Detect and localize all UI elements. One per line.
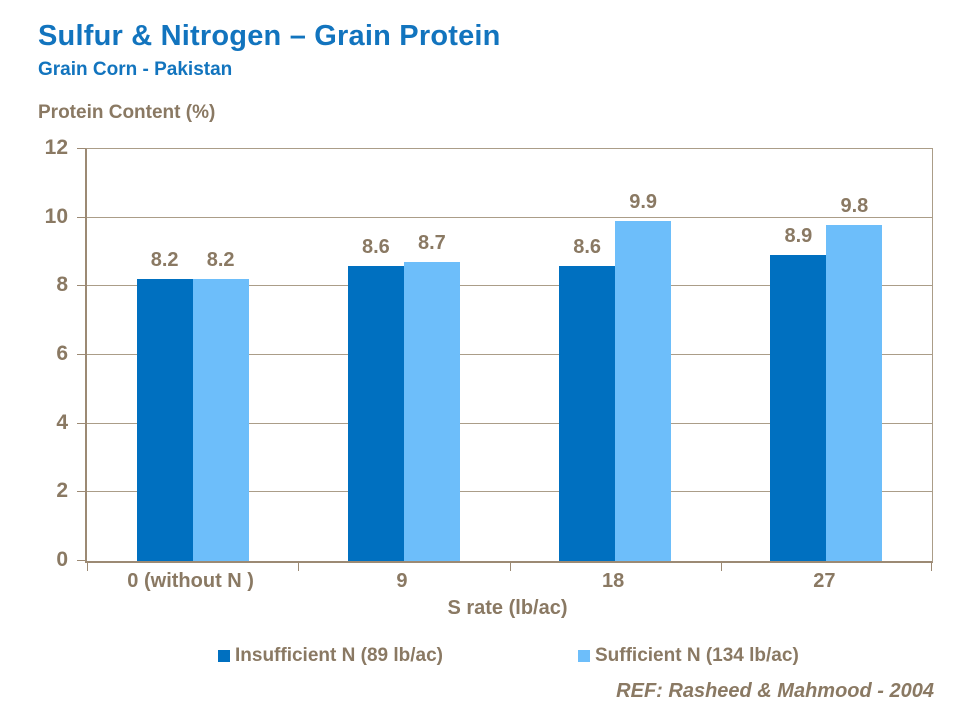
page-subtitle: Grain Corn - Pakistan (38, 59, 233, 80)
x-axis-tick (931, 563, 932, 571)
x-axis-tick (720, 563, 722, 571)
y-axis-tick-label: 2 (56, 479, 68, 503)
x-category-label: 0 (without N ) (127, 570, 254, 592)
x-category-label: 27 (813, 570, 836, 592)
y-axis-tick-label: 6 (56, 342, 68, 365)
legend-item-insufficient-n: Insufficient N (89 lb/ac) (218, 645, 443, 667)
bar-sufficient-n (403, 262, 460, 561)
legend-color-swatch-insufficient-n (218, 650, 230, 662)
bar-insufficient-n (347, 265, 404, 561)
legend-color-swatch-sufficient-n (578, 650, 590, 662)
y-axis-title: Protein Content (%) (38, 102, 216, 123)
x-axis-tick (87, 563, 88, 571)
bar-value-label: 8.2 (150, 249, 179, 272)
x-category-label: 9 (396, 570, 408, 592)
bar-sufficient-n (826, 224, 883, 561)
bar-value-label: 8.6 (361, 235, 390, 258)
y-axis-tick-label: 8 (56, 273, 68, 297)
bar-value-label: 8.9 (784, 225, 813, 248)
x-axis-tick (298, 563, 300, 571)
x-axis-title: S rate (lb/ac) (447, 597, 568, 619)
bar-insufficient-n (559, 265, 616, 561)
x-category-label: 18 (602, 570, 625, 592)
x-axis-labels: 0 (without N ) 9 18 27 (85, 570, 930, 596)
y-axis-tick-label: 4 (56, 410, 68, 434)
gridline (87, 216, 932, 218)
legend-item-sufficient-n: Sufficient N (134 lb/ac) (578, 645, 799, 667)
y-axis-tick (77, 148, 85, 149)
x-axis-tick (509, 563, 511, 571)
y-axis-tick (77, 216, 85, 218)
reference-citation: REF: Rasheed & Mahmood - 2004 (616, 680, 934, 702)
y-axis-tick-label: 0 (56, 548, 68, 571)
bar-value-label: 9.8 (840, 194, 869, 217)
page-title: Sulfur & Nitrogen – Grain Protein (38, 20, 501, 52)
bar-insufficient-n (770, 255, 827, 561)
gridline (87, 354, 932, 355)
bar-value-label: 9.9 (629, 191, 658, 214)
plot-area: 8.2 8.2 8.6 8.7 8.6 9.9 8.9 9.8 (77, 148, 933, 571)
bar-insufficient-n (136, 279, 193, 561)
gridline (87, 422, 932, 424)
y-axis-tick (77, 560, 85, 561)
y-axis-tick (77, 354, 85, 355)
legend-label-insufficient-n: Insufficient N (89 lb/ac) (235, 645, 443, 666)
bar-sufficient-n (615, 221, 672, 561)
bar-sufficient-n (192, 279, 249, 561)
gridline (87, 285, 932, 287)
bar-value-label: 8.7 (417, 232, 446, 255)
y-axis-tick (77, 285, 85, 287)
bar-value-label: 8.2 (206, 249, 235, 272)
y-axis-tick-label: 10 (44, 204, 68, 228)
y-axis-tick-label: 12 (44, 136, 68, 159)
bar-value-label: 8.6 (573, 235, 602, 258)
gridline (87, 491, 932, 493)
legend: Insufficient N (89 lb/ac) Sufficient N (… (0, 645, 960, 669)
y-axis-labels: 0 2 4 6 8 10 12 (28, 136, 68, 571)
y-axis-tick (77, 422, 85, 424)
legend-label-sufficient-n: Sufficient N (134 lb/ac) (595, 645, 799, 666)
y-axis-tick (77, 491, 85, 493)
